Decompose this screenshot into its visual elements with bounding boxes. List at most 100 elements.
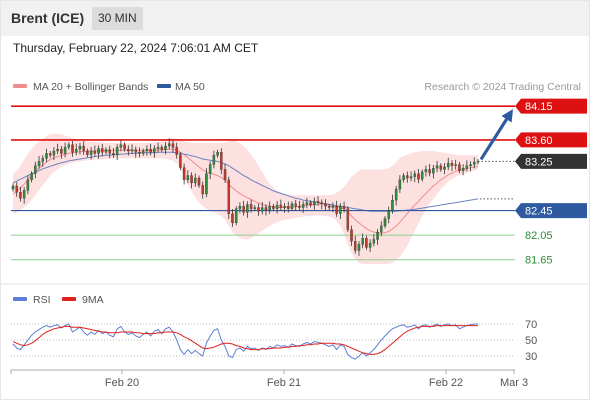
candle	[465, 160, 469, 172]
candle	[231, 208, 234, 227]
candle	[11, 183, 15, 192]
candlestick-layer	[11, 138, 480, 256]
candle	[194, 173, 197, 187]
candle	[82, 141, 85, 155]
candle	[391, 194, 394, 214]
rsi-series-rsi	[12, 323, 478, 360]
candle	[353, 235, 357, 254]
level-label-82.45: 82.45	[525, 206, 553, 218]
candle	[201, 181, 204, 199]
candle	[253, 205, 257, 212]
candle	[175, 142, 178, 159]
candle	[446, 157, 450, 171]
copyright-text: Research © 2024 Trading Central	[424, 81, 581, 93]
candle	[331, 202, 335, 213]
candle	[123, 142, 126, 152]
price-label-layer: 84.15 83.60 83.25 82.45 82.05 81.65	[515, 98, 587, 267]
candle	[101, 143, 104, 157]
legend-swatch-ma50	[157, 84, 171, 88]
candle	[279, 199, 283, 211]
candle	[182, 163, 186, 185]
candle	[368, 239, 372, 253]
candle	[153, 145, 156, 158]
candle	[45, 148, 48, 163]
candle	[260, 202, 264, 215]
chart-datetime: Thursday, February 22, 2024 7:06:01 AM C…	[13, 41, 259, 55]
candle	[130, 144, 134, 155]
legend-swatch-9ma	[62, 297, 76, 301]
timeframe-badge[interactable]: 30 MIN	[92, 7, 143, 30]
candle	[48, 150, 52, 158]
candle	[186, 170, 190, 184]
candle	[212, 150, 216, 169]
candle	[60, 145, 63, 159]
rsi-tick-label: 30	[525, 351, 537, 363]
bollinger-band	[13, 133, 478, 264]
x-axis: Feb 20 Feb 21 Feb 22 Mar 3	[10, 370, 528, 389]
candle	[275, 201, 279, 214]
candle	[216, 149, 219, 158]
candle	[380, 221, 383, 237]
candle	[305, 197, 309, 209]
candle	[149, 143, 152, 156]
candle	[350, 225, 353, 246]
candle	[439, 163, 443, 172]
rsi-series-9ma	[12, 325, 478, 355]
rsi-legend: RSI 9MA	[13, 294, 104, 306]
level-label-83.25: 83.25	[525, 156, 553, 168]
candle	[320, 199, 324, 210]
candle	[264, 204, 268, 216]
candle	[37, 156, 41, 169]
candle	[409, 171, 413, 182]
candle	[141, 148, 145, 156]
candle	[234, 206, 238, 226]
candle	[402, 173, 405, 183]
x-tick-label: Mar 3	[500, 377, 528, 389]
rsi-panel: 70 50 30	[11, 319, 537, 363]
candle	[398, 175, 402, 194]
level-badge-82.45	[515, 203, 587, 219]
candle	[220, 148, 223, 175]
candle	[34, 161, 37, 179]
candle	[164, 142, 167, 155]
candle	[74, 143, 78, 156]
candle	[56, 143, 59, 155]
candle	[138, 147, 141, 158]
candle	[461, 164, 465, 176]
legend-label-9ma: 9MA	[82, 294, 104, 306]
candle	[268, 201, 271, 214]
candle	[205, 168, 208, 198]
legend-label-rsi: RSI	[33, 294, 51, 306]
candle	[458, 162, 461, 174]
candle	[227, 176, 231, 220]
header-bar: Brent (ICE) 30 MIN	[0, 0, 590, 36]
candle	[272, 203, 275, 212]
candle	[89, 147, 93, 160]
candle	[78, 142, 82, 155]
price-level-layer	[11, 105, 515, 261]
candle	[30, 171, 33, 183]
candle	[406, 171, 409, 183]
candle	[246, 201, 249, 218]
candle	[424, 165, 428, 177]
candle	[112, 148, 115, 158]
legend-label-ma20: MA 20 + Bollinger Bands	[33, 81, 148, 93]
x-tick-label: Feb 22	[429, 377, 463, 389]
level-badge-83.25	[515, 153, 587, 169]
candle	[290, 201, 294, 212]
bollinger-band-layer	[13, 133, 478, 264]
candle	[420, 169, 424, 182]
rsi-tick-label: 70	[525, 319, 537, 331]
candle	[71, 140, 74, 157]
candle	[238, 202, 242, 214]
candle	[67, 142, 71, 150]
candle	[454, 159, 457, 170]
candle	[160, 144, 164, 153]
candle	[52, 147, 56, 160]
candle	[473, 157, 476, 169]
candle	[115, 144, 119, 161]
candle	[41, 155, 45, 167]
candle	[316, 195, 320, 206]
level-label-82.05: 82.05	[525, 230, 553, 242]
candle	[15, 182, 18, 197]
